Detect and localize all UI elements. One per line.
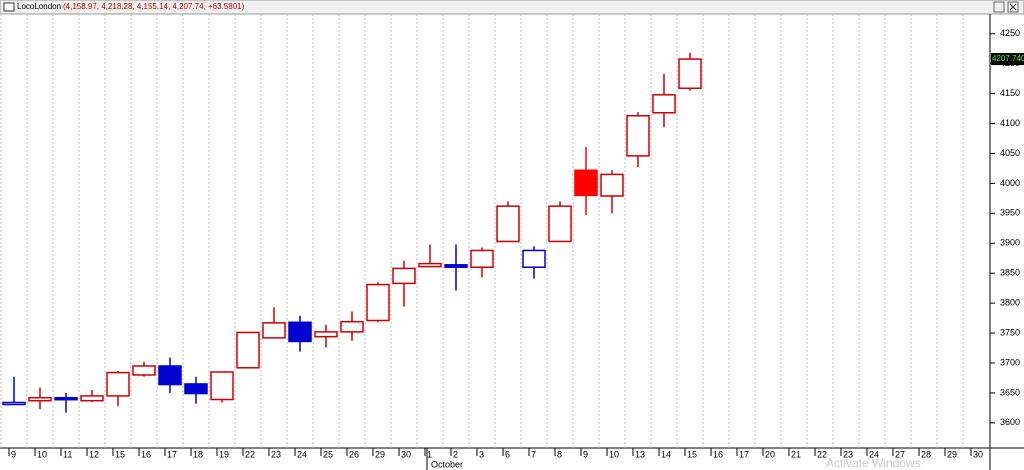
candle-body [262, 322, 286, 339]
x-tick-label: 23 [271, 449, 281, 459]
y-tick-label: 3750 [1000, 327, 1020, 337]
x-tick-label: 23 [843, 449, 853, 459]
candle-body [2, 401, 26, 406]
candle-body [236, 331, 260, 369]
y-tick-label: 4000 [1000, 178, 1020, 188]
x-tick-label: 21 [791, 449, 801, 459]
x-tick-label: 9 [11, 449, 16, 459]
y-tick-label: 4100 [1000, 118, 1020, 128]
candle-body [340, 320, 364, 333]
x-tick-label: 30 [401, 449, 411, 459]
candle-body [54, 396, 78, 401]
price-label: 4207.740 [992, 54, 1024, 63]
x-tick-label: 29 [947, 449, 957, 459]
y-tick-label: 3800 [1000, 298, 1020, 308]
candle-body [652, 94, 676, 114]
y-tick-label: 3950 [1000, 208, 1020, 218]
x-tick-label: 12 [89, 449, 99, 459]
y-tick-label: 3900 [1000, 238, 1020, 248]
x-tick-label: 22 [817, 449, 827, 459]
y-tick-label: 3700 [1000, 357, 1020, 367]
x-tick-label: 14 [661, 449, 671, 459]
x-tick-label: 13 [635, 449, 645, 459]
candle-body [158, 365, 182, 386]
x-tick-label: 18 [193, 449, 203, 459]
restore-button[interactable] [993, 1, 1005, 13]
y-tick-label: 4150 [1000, 88, 1020, 98]
y-tick-label: 4050 [1000, 148, 1020, 158]
x-tick-label: 10 [37, 449, 47, 459]
x-tick-label: 17 [739, 449, 749, 459]
x-tick-label: 20 [765, 449, 775, 459]
candle-body [548, 205, 572, 243]
chart-subtitle: (4,158.97, 4,218.28, 4,155.14, 4,207.74,… [63, 2, 245, 11]
candle-body [28, 396, 52, 402]
x-tick-label: 16 [141, 449, 151, 459]
x-tick-label: 15 [687, 449, 697, 459]
x-tick-label: 8 [557, 449, 562, 459]
x-tick-label: 25 [323, 449, 333, 459]
candle-body [210, 371, 234, 401]
candle-body [132, 365, 156, 376]
candle-body [444, 264, 468, 268]
x-tick-label: 11 [63, 449, 72, 459]
title-bar [0, 0, 1024, 15]
x-tick-label: 9 [583, 449, 588, 459]
x-tick-label: 22 [245, 449, 255, 459]
x-tick-label: 26 [349, 449, 359, 459]
candle-body [392, 267, 416, 285]
x-tick-label: 24 [869, 449, 879, 459]
candle-body [314, 331, 338, 338]
y-tick-label: 4250 [1000, 28, 1020, 38]
x-tick-label: 6 [505, 449, 510, 459]
watermark: Activate Windows [826, 456, 921, 470]
candle-body [106, 371, 130, 397]
x-tick-label: 19 [219, 449, 229, 459]
x-tick-label: 28 [921, 449, 931, 459]
candle-body [678, 58, 702, 89]
y-tick-label: 3850 [1000, 268, 1020, 278]
x-tick-label: 10 [609, 449, 619, 459]
window-icon [3, 2, 15, 12]
y-tick-label: 3600 [1000, 417, 1020, 427]
x-tick-label: 17 [167, 449, 177, 459]
x-tick-label: 30 [973, 449, 983, 459]
x-tick-label: 29 [375, 449, 385, 459]
price-label-bg [991, 53, 1024, 66]
x-tick-label: 24 [297, 449, 307, 459]
candle-body [522, 249, 546, 268]
candle-body [470, 249, 494, 268]
x-tick-label: 3 [479, 449, 484, 459]
candle-body [600, 173, 624, 197]
x-tick-label: 15 [115, 449, 125, 459]
x-tick-label: 7 [531, 449, 536, 459]
x-tick-label: 1 [427, 449, 432, 459]
candle-body [574, 169, 598, 197]
candle-body [366, 283, 390, 322]
x-tick-label: 27 [895, 449, 905, 459]
x-tick-label: 2 [453, 449, 458, 459]
candle-body [184, 383, 208, 395]
y-tick-label: 3650 [1000, 387, 1020, 397]
chart-title: LocoLondon [17, 2, 61, 11]
month-label: October [431, 459, 463, 469]
candle-body [418, 262, 442, 268]
candle-body [288, 321, 312, 343]
candle-body [626, 115, 650, 157]
candle-body [496, 205, 520, 243]
candle-body [80, 395, 104, 402]
close-icon [1009, 3, 1017, 11]
x-tick-label: 16 [713, 449, 723, 459]
